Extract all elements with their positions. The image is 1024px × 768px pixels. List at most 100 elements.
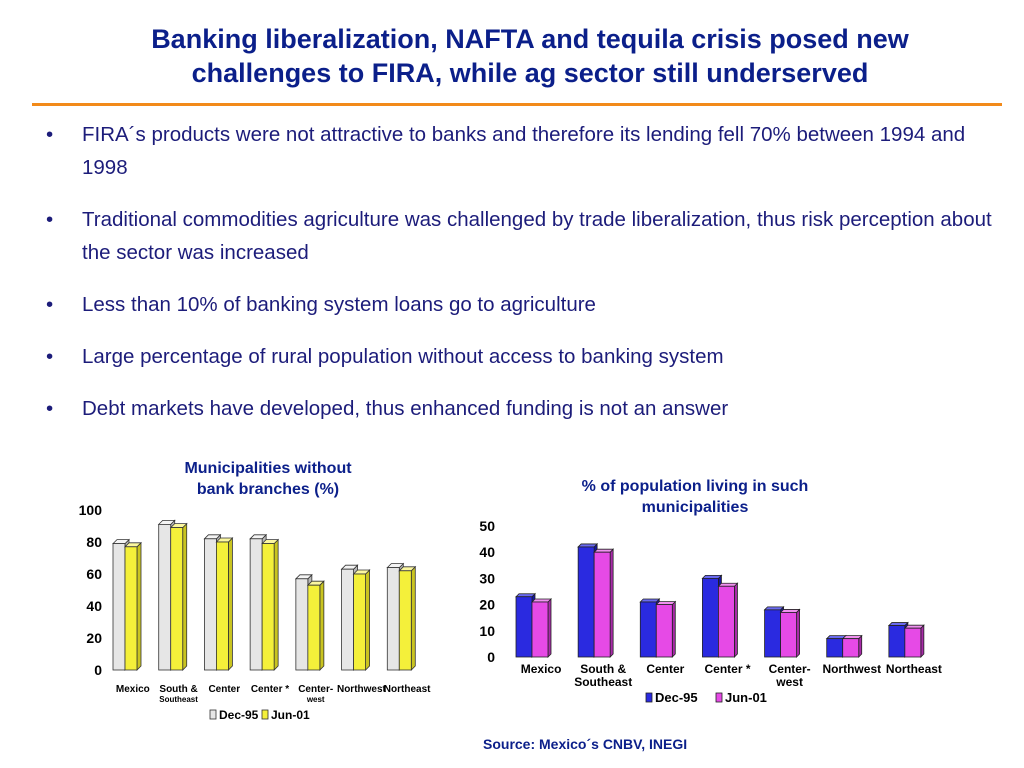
y-tick-label: 80 (86, 534, 102, 550)
x-category-label: Center * (251, 684, 289, 695)
legend-swatch (645, 692, 653, 703)
bar-depth (228, 537, 233, 671)
bar-top (717, 582, 739, 587)
chart-1-title: Municipalities without bank branches (%) (150, 458, 386, 500)
slide-title: Banking liberalization, NAFTA and tequil… (60, 22, 1000, 90)
bullet-text: Less than 10% of banking system loans go… (82, 293, 596, 316)
bar-top (903, 624, 925, 629)
x-category-label: Center * (704, 662, 750, 676)
bullet-item: • Debt markets have developed, thus enhan… (44, 392, 994, 425)
bar-top (763, 606, 785, 611)
legend-label: Dec-95 (219, 708, 259, 722)
legend-swatch (715, 692, 723, 703)
bullet-marker: • (46, 208, 54, 231)
y-tick-label: 10 (479, 623, 495, 639)
bullet-marker: • (46, 293, 54, 316)
chart-2-title-line-1: % of population living in such (581, 478, 809, 495)
bar-Jun-01 (170, 527, 184, 671)
legend-swatch (209, 709, 217, 720)
bar-Dec-95 (158, 524, 172, 671)
bar-depth (609, 548, 614, 658)
bar-Jun-01 (398, 570, 412, 671)
bar-Jun-01 (261, 543, 275, 671)
y-tick-label: 20 (479, 597, 495, 613)
legend-label: Dec-95 (655, 690, 698, 705)
x-category-label: Mexico (521, 662, 562, 676)
legend-label: Jun-01 (725, 690, 767, 705)
bar-depth (796, 608, 800, 658)
x-category-label: Center (646, 662, 684, 676)
x-category-label: South & (159, 684, 197, 695)
title-divider (32, 103, 1002, 106)
bar-top (531, 598, 552, 603)
y-tick-label: 100 (79, 502, 103, 518)
bullet-item: • Traditional commodities agriculture was… (44, 203, 994, 269)
bullet-item: • FIRA´s products were not attractive to … (44, 118, 994, 184)
source-note: Source: Mexico´s CNBV, INEGI (483, 736, 688, 752)
bar-Jun-01 (904, 627, 922, 658)
x-category-label: west (306, 695, 325, 704)
y-tick-label: 20 (86, 630, 102, 646)
y-tick-label: 0 (487, 649, 495, 665)
y-tick-label: 40 (479, 544, 495, 560)
x-category-label: west (775, 675, 803, 689)
y-tick-label: 0 (94, 662, 102, 678)
chart-1-title-line-1: Municipalities without (184, 460, 352, 477)
chart-1-title-line-2: bank branches (%) (196, 481, 340, 498)
bar-top (887, 622, 909, 626)
x-category-label: Center- (298, 684, 333, 695)
slide-title-line-1: Banking liberalization, NAFTA and tequil… (151, 24, 909, 54)
bar-top (779, 609, 801, 613)
bar-Jun-01 (124, 546, 138, 671)
bullet-text: Traditional commodities agriculture was … (82, 208, 992, 264)
legend-swatch (261, 709, 269, 720)
x-category-label: Northwest (822, 662, 881, 676)
bar-Dec-95 (515, 596, 533, 658)
bullet-marker: • (46, 345, 54, 368)
bar-depth (182, 522, 188, 671)
bar-Dec-95 (639, 601, 657, 658)
x-category-label: Southeast (159, 695, 198, 704)
bar-depth (547, 598, 552, 658)
bar-top (639, 598, 661, 603)
x-category-label: Northeast (384, 684, 431, 695)
x-category-label: Northwest (337, 684, 387, 695)
bar-Jun-01 (531, 601, 549, 658)
chart-2-title: % of population living in such municipal… (530, 476, 860, 518)
bar-depth (858, 634, 863, 658)
bar-Jun-01 (216, 541, 229, 671)
bar-Dec-95 (386, 567, 400, 671)
y-tick-label: 30 (479, 570, 495, 586)
bullet-marker: • (46, 397, 54, 420)
bar-Dec-95 (826, 638, 844, 658)
bar-Dec-95 (295, 578, 309, 671)
bar-top (515, 593, 536, 598)
chart-1-municipalities: 0 20 40 60 80 100 Mexico South &Southeast Center… (79, 502, 432, 722)
bar-Dec-95 (888, 625, 906, 658)
bar-top (841, 635, 863, 640)
y-tick-label: 50 (479, 518, 495, 534)
x-category-label: Northeast (886, 662, 942, 676)
bar-depth (365, 569, 370, 671)
bar-Jun-01 (718, 585, 735, 658)
bar-Dec-95 (112, 543, 126, 671)
bar-top (701, 575, 723, 579)
bar-Dec-95 (702, 578, 719, 658)
chart-2-population: 0 10 20 30 40 50 Mexico South &Southeast Center C… (479, 518, 942, 705)
x-category-label: Mexico (116, 684, 150, 695)
bullet-text: FIRA´s products were not attractive to b… (82, 123, 966, 179)
bar-Jun-01 (353, 573, 366, 671)
bar-depth (734, 582, 738, 658)
bar-Jun-01 (593, 551, 611, 658)
bar-Dec-95 (577, 546, 595, 658)
bar-Dec-95 (204, 538, 217, 671)
x-category-label: South & (580, 662, 626, 676)
y-tick-label: 40 (86, 598, 102, 614)
bar-Jun-01 (842, 638, 860, 658)
y-tick-label: 60 (86, 566, 102, 582)
x-category-label: Center- (769, 662, 811, 676)
bullet-marker: • (46, 123, 54, 146)
bar-depth (319, 580, 325, 671)
bar-Jun-01 (780, 612, 797, 658)
bullet-list: • FIRA´s products were not attractive to … (44, 118, 994, 444)
